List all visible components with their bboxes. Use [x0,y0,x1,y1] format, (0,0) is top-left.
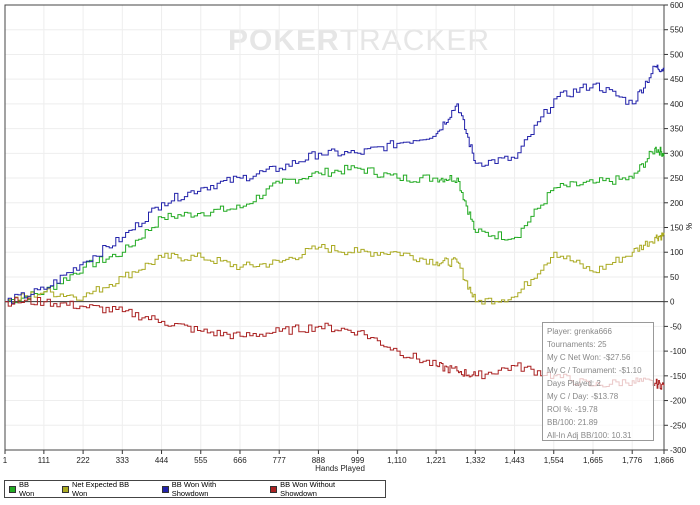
x-tick-label: 1,554 [544,456,565,465]
legend-swatch [62,485,69,493]
legend-label: BB Won With Showdown [171,480,217,498]
stat-days-played: Days Played: 2 [547,379,601,388]
y-tick-label: 600 [670,1,684,10]
x-tick-label: 444 [155,456,169,465]
y-tick-label: -300 [670,446,687,455]
x-tick-label: 1,110 [387,456,407,465]
x-tick-label: 1,776 [622,456,643,465]
stat-player: Player: grenka666 [547,327,612,336]
stat-tournaments: Tournaments: 25 [547,340,607,349]
plot-frame [4,4,665,451]
y-tick-label: -50 [670,322,682,331]
y-tick-label: 150 [670,224,684,233]
x-tick-label: 1,332 [465,456,486,465]
legend-swatch [9,485,16,493]
y-tick-label: 200 [670,199,684,208]
series-line-1 [5,232,665,305]
y-tick-label: 550 [670,26,684,35]
stat-per-tournament: My C / Tournament: -$1.10 [547,366,642,375]
legend-item-non-showdown[interactable]: BB Won Without Showdown [270,480,373,498]
y-tick-label: 350 [670,125,684,134]
x-tick-label: 1,866 [654,456,675,465]
y-tick-label: 450 [670,75,684,84]
legend-label: BB Won [18,480,35,498]
y-tick-label: -250 [670,421,687,430]
y-tick-label: 250 [670,174,684,183]
series-line-0 [5,146,665,304]
stat-roi: ROI %: -19.78 [547,405,598,414]
legend-item-bb-won[interactable]: BB Won [9,480,46,498]
y-axis-title: % [684,222,694,231]
x-tick-label: 1 [3,456,8,465]
x-tick-label: 222 [76,456,90,465]
x-tick-label: 1,221 [426,456,447,465]
legend-swatch [270,485,278,493]
legend-label: BB Won Without Showdown [280,480,336,498]
y-tick-label: 400 [670,100,684,109]
series-line-2 [5,64,665,304]
legend-label: Net Expected BB Won [72,480,130,498]
y-tick-label: -150 [670,372,687,381]
stat-allin-bb100: All-In Adj BB/100: 10.31 [547,431,632,440]
x-tick-label: 111 [38,456,51,465]
legend: BB Won Net Expected BB Won BB Won With S… [4,480,386,498]
y-tick-label: 300 [670,149,684,158]
x-tick-label: 999 [351,456,365,465]
legend-item-net-expected[interactable]: Net Expected BB Won [62,480,146,498]
x-tick-label: 1,665 [583,456,604,465]
y-tick-label: 50 [670,273,679,282]
x-tick-label: 666 [233,456,247,465]
legend-item-showdown[interactable]: BB Won With Showdown [161,480,254,498]
x-tick-label: 1,443 [505,456,526,465]
y-tick-label: -100 [670,347,687,356]
x-tick-label: 888 [312,456,326,465]
legend-swatch [161,485,169,493]
stat-per-day: My C / Day: -$13.78 [547,392,619,401]
x-tick-label: 333 [116,456,130,465]
y-tick-label: 100 [670,248,684,257]
stat-bb100: BB/100: 21.89 [547,418,598,427]
x-axis-title: Hands Played [315,464,365,473]
y-tick-label: -200 [670,397,687,406]
x-tick-label: 555 [194,456,208,465]
x-tick-label: 777 [273,456,287,465]
stats-box: Player: grenka666 Tournaments: 25 My C N… [542,322,654,441]
y-tick-label: 0 [670,298,675,307]
y-tick-label: 500 [670,50,684,59]
stat-net-won: My C Net Won: -$27.56 [547,353,631,362]
